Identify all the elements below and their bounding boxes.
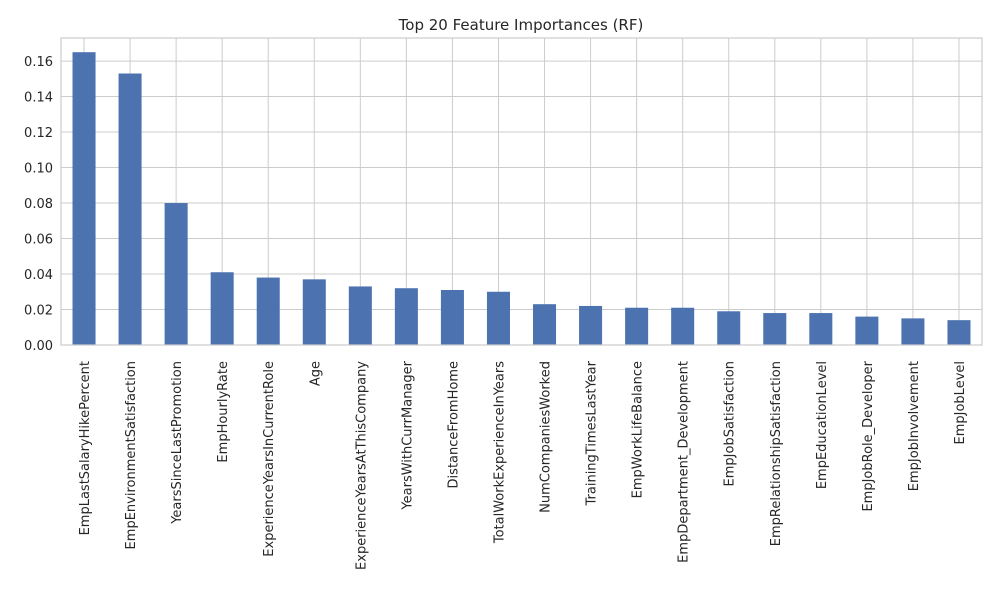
bars xyxy=(72,52,971,345)
x-tick-label: TotalWorkExperienceInYears xyxy=(492,361,507,544)
y-tick-labels: 0.00 0.02 0.04 0.06 0.08 0.10 0.12 0.14 0.16 xyxy=(24,55,53,354)
x-tick-label: DistanceFromHome xyxy=(446,361,461,488)
bar xyxy=(717,311,741,345)
x-tick-label: EmpRelationshipSatisfaction xyxy=(769,361,784,546)
y-tick-label: 0.14 xyxy=(24,91,53,106)
bar xyxy=(901,318,925,345)
x-tick-label: EmpDepartment_Development xyxy=(677,361,692,563)
x-tick-label: EmpJobSatisfaction xyxy=(723,361,738,486)
y-tick-label: 0.12 xyxy=(24,126,53,141)
x-tick-label: ExperienceYearsAtThisCompany xyxy=(354,361,369,570)
bar xyxy=(440,289,464,345)
bar xyxy=(486,291,510,345)
bar xyxy=(671,307,695,345)
x-tick-label: EmpLastSalaryHikePercent xyxy=(78,361,93,535)
x-tick-label: EmpEnvironmentSatisfaction xyxy=(124,361,139,549)
x-tick-label: YearsSinceLastPromotion xyxy=(170,361,185,525)
bar xyxy=(947,320,971,345)
y-tick-label: 0.06 xyxy=(24,233,53,248)
y-tick-label: 0.04 xyxy=(24,268,53,283)
bar xyxy=(302,279,326,345)
bar xyxy=(763,313,787,345)
x-tick-label: EmpEducationLevel xyxy=(815,361,830,489)
bar xyxy=(210,272,234,345)
x-tick-labels: EmpLastSalaryHikePercent EmpEnvironmentSa… xyxy=(78,360,968,570)
bar xyxy=(533,304,557,345)
x-tick-label: EmpJobInvolvement xyxy=(907,361,922,491)
bar xyxy=(579,305,603,345)
bar xyxy=(855,316,879,345)
y-tick-label: 0.10 xyxy=(24,162,53,177)
x-tick-label: EmpWorkLifeBalance xyxy=(631,361,646,498)
x-tick-label: ExperienceYearsInCurrentRole xyxy=(262,361,277,557)
y-tick-label: 0.08 xyxy=(24,197,53,212)
chart-title: Top 20 Feature Importances (RF) xyxy=(398,16,644,34)
bar xyxy=(164,203,188,345)
plot-frame xyxy=(60,37,983,346)
y-gridlines xyxy=(61,60,982,346)
y-tick-label: 0.16 xyxy=(24,55,53,70)
bar xyxy=(809,313,833,345)
x-tick-label: NumCompaniesWorked xyxy=(539,361,554,513)
bar xyxy=(394,288,418,345)
x-tick-label: TrainingTimesLastYear xyxy=(585,360,600,506)
y-tick-label: 0.02 xyxy=(24,304,53,319)
x-tick-label: EmpHourlyRate xyxy=(216,361,231,463)
x-tick-label: EmpJobLevel xyxy=(953,361,968,444)
bar xyxy=(256,277,280,345)
bar xyxy=(72,52,96,345)
bar xyxy=(348,286,372,345)
x-tick-label: EmpJobRole_Developer xyxy=(861,360,876,511)
y-tick-label: 0.00 xyxy=(24,339,53,354)
x-tick-label: Age xyxy=(308,361,323,386)
bar xyxy=(118,73,142,345)
x-tick-label: YearsWithCurrManager xyxy=(400,360,415,510)
bar xyxy=(625,307,649,345)
